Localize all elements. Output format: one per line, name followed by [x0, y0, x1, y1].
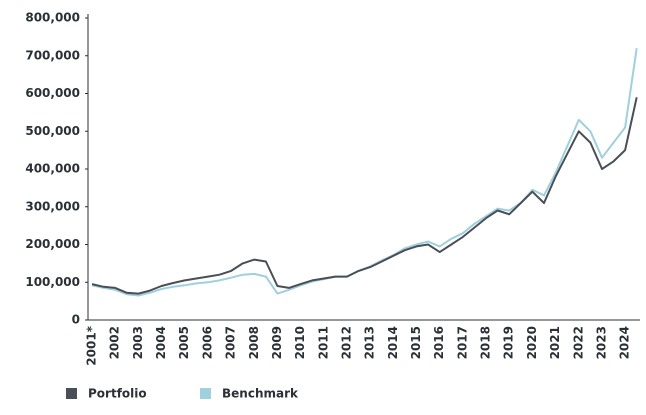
series-line — [91, 97, 638, 295]
y-tick-label: 800,000 — [25, 11, 80, 25]
legend-swatch — [66, 388, 77, 399]
x-tick-label: 2020 — [525, 326, 539, 359]
y-tick-label: 600,000 — [25, 86, 80, 100]
x-tick-label: 2021 — [548, 326, 562, 359]
x-tick-label: 2013 — [363, 326, 377, 359]
x-tick-label: 2005 — [177, 326, 191, 359]
x-tick-label: 2015 — [409, 326, 423, 359]
y-tick-label: 200,000 — [25, 237, 80, 251]
x-tick-label: 2024 — [618, 326, 632, 359]
x-tick-label: 2001* — [85, 325, 99, 365]
x-tick-label: 2003 — [131, 326, 145, 359]
x-tick-label: 2022 — [571, 326, 585, 359]
x-tick-label: 2011 — [316, 326, 330, 359]
x-tick-label: 2008 — [247, 326, 261, 359]
legend-label: Portfolio — [88, 387, 147, 401]
x-tick-label: 2017 — [455, 326, 469, 359]
x-tick-label: 2016 — [432, 326, 446, 359]
y-tick-label: 100,000 — [25, 275, 80, 289]
x-tick-label: 2004 — [154, 326, 168, 359]
x-tick-label: 2009 — [270, 326, 284, 359]
x-tick-label: 2012 — [339, 326, 353, 359]
x-tick-label: 2010 — [293, 326, 307, 359]
y-tick-label: 300,000 — [25, 199, 80, 213]
y-tick-label: 700,000 — [25, 48, 80, 62]
legend-label: Benchmark — [222, 387, 299, 401]
y-tick-label: 0 — [72, 313, 80, 327]
y-tick-label: 400,000 — [25, 162, 80, 176]
x-tick-label: 2002 — [108, 326, 122, 359]
x-tick-label: 2007 — [224, 326, 238, 359]
y-tick-label: 500,000 — [25, 124, 80, 138]
x-tick-label: 2023 — [594, 326, 608, 359]
x-tick-label: 2014 — [386, 326, 400, 359]
series-line — [91, 48, 638, 297]
x-tick-label: 2018 — [479, 326, 493, 359]
legend-swatch — [200, 388, 211, 399]
x-tick-label: 2019 — [502, 326, 516, 359]
x-tick-label: 2006 — [200, 326, 214, 359]
